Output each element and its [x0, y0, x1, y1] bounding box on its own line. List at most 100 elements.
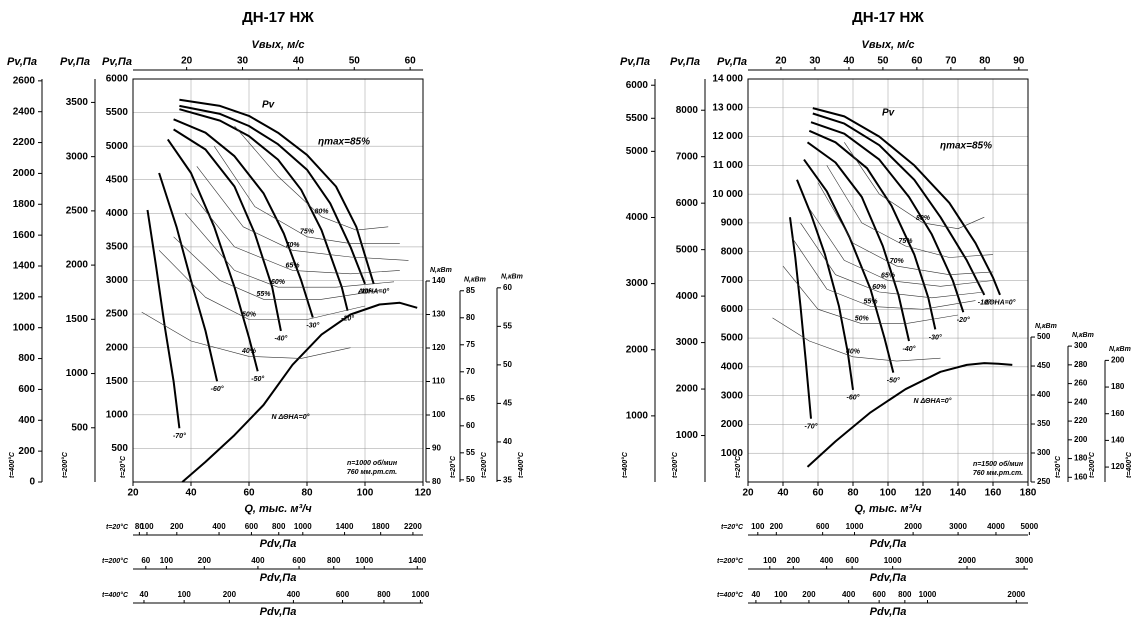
curve-label: -70° — [805, 423, 818, 431]
top-tick-label: 20 — [181, 56, 193, 67]
aux-tick-label: 1800 — [13, 199, 36, 210]
curve-label: -30° — [929, 333, 942, 341]
aux-tick-label: 1000 — [626, 411, 649, 422]
y-tick-label: 5500 — [106, 107, 129, 118]
aux-tick-label: 60 — [466, 421, 475, 430]
aux-tick-label: 2000 — [626, 344, 649, 355]
pdv-tick-label: 40 — [751, 590, 760, 599]
aux-tick-label: 6000 — [676, 198, 699, 209]
aux-tick-label: 55 — [466, 448, 475, 457]
pressure-curve — [808, 129, 937, 330]
efficiency-label: 65% — [881, 272, 896, 279]
x-tick-label: 120 — [915, 488, 932, 499]
pdv-tick-label: 2000 — [958, 556, 976, 565]
y-tick-label: 3500 — [106, 242, 129, 253]
pdv-tick-label: 600 — [816, 522, 830, 531]
y-tick-label: 500 — [111, 443, 128, 454]
annotation: Pv — [262, 100, 276, 111]
aux-tick-label: 120 — [432, 343, 446, 352]
top-tick-label: 90 — [1013, 56, 1025, 67]
plot-frame — [132, 78, 424, 483]
aux-tick-label: 40 — [503, 437, 512, 446]
annotation: 760 мм.рт.ст. — [347, 469, 397, 476]
pdv-tick-label: 600 — [292, 556, 306, 565]
aux-tick-label: 180 — [1111, 382, 1125, 391]
pdv-tick-label: 400 — [820, 556, 834, 565]
aux-axis-label: N,кВт — [1035, 323, 1057, 330]
y-tick-label: 1500 — [106, 376, 129, 387]
aux-tick-label: 7000 — [676, 151, 699, 162]
curve-label: -10° — [359, 288, 372, 296]
top-axis-label: Vвых, м/с — [252, 39, 305, 51]
chart-title: ДН-17 НЖ — [852, 9, 924, 26]
pdv-tick-label: 100 — [160, 556, 174, 565]
aux-axis-label: Pv,Па — [620, 56, 650, 68]
aux-tick-label: 2000 — [13, 168, 36, 179]
top-tick-label: 50 — [877, 56, 889, 67]
aux-tick-label: 85 — [466, 286, 475, 295]
y-tick-label: 6000 — [721, 304, 744, 315]
curve-label: -40° — [903, 345, 916, 353]
aux-axis-label: N,кВт — [1109, 346, 1131, 353]
aux-axis-temp: t=200°C — [671, 451, 679, 478]
curve-label: -60° — [847, 394, 860, 402]
pdv-tick-label: 600 — [336, 590, 350, 599]
y-axis-label: Pv,Па — [102, 56, 132, 68]
aux-axis-temp: t=20°C — [1054, 455, 1062, 478]
top-axis-label: Vвых, м/с — [862, 39, 915, 51]
aux-tick-label: 4000 — [676, 291, 699, 302]
efficiency-label: 60% — [872, 284, 887, 291]
y-tick-label: 13 000 — [712, 102, 743, 113]
y-tick-label: 9000 — [721, 218, 744, 229]
aux-axis-temp: t=200°C — [1088, 451, 1096, 478]
y-tick-label: 4000 — [721, 361, 744, 372]
aux-tick-label: 600 — [18, 384, 35, 395]
y-tick-label: 2000 — [721, 419, 744, 430]
pdv-axis-label: Pdv,Па — [870, 606, 907, 618]
aux-axis-temp: t=400°C — [517, 451, 525, 478]
aux-tick-label: 400 — [18, 415, 35, 426]
pdv-tick-label: 100 — [774, 590, 788, 599]
pressure-curve — [810, 121, 965, 313]
aux-tick-label: 1000 — [676, 430, 699, 441]
pdv-tick-label: 3000 — [1015, 556, 1033, 565]
aux-tick-label: 2000 — [66, 260, 89, 271]
x-tick-label: 120 — [415, 488, 432, 499]
y-tick-label: 2500 — [106, 309, 129, 320]
efficiency-curve — [234, 125, 389, 231]
pdv-tick-label: 600 — [845, 556, 859, 565]
pressure-curve — [158, 172, 219, 382]
aux-axis-label: N,кВт — [501, 274, 523, 281]
aux-tick-label: 400 — [1037, 390, 1051, 399]
efficiency-label: 80% — [916, 215, 931, 222]
aux-tick-label: 5000 — [676, 244, 699, 255]
aux-tick-label: 90 — [432, 444, 441, 453]
top-tick-label: 80 — [979, 56, 991, 67]
aux-tick-label: 45 — [503, 399, 512, 408]
annotation: n=1500 об/мин — [973, 460, 1024, 468]
pdv-axis-label: Pdv,Па — [870, 538, 907, 550]
annotation: 760 мм.рт.ст. — [973, 470, 1023, 477]
aux-axis-label: N,кВт — [464, 277, 486, 284]
efficiency-label: 55% — [863, 298, 878, 305]
x-axis-label: Q, тыс. м³/ч — [244, 503, 312, 515]
pressure-curve — [173, 128, 282, 332]
aux-tick-label: 110 — [432, 377, 445, 386]
aux-tick-label: 500 — [1037, 332, 1051, 341]
efficiency-curve — [844, 142, 985, 229]
annotation: n=1000 об/мин — [347, 459, 398, 467]
efficiency-label: 80% — [314, 209, 329, 216]
curve-label: ΔΘНА=0° — [984, 299, 1016, 307]
efficiency-curve — [809, 208, 994, 287]
aux-axis-label: Pv,Па — [670, 56, 700, 68]
top-tick-label: 40 — [293, 56, 305, 67]
efficiency-curve — [772, 317, 941, 362]
aux-tick-label: 350 — [1037, 419, 1051, 428]
efficiency-curve — [817, 182, 994, 276]
y-tick-label: 4000 — [106, 208, 129, 219]
aux-tick-label: 2600 — [13, 75, 36, 86]
top-tick-label: 40 — [843, 56, 855, 67]
efficiency-curve — [190, 193, 400, 275]
efficiency-label: 50% — [855, 316, 870, 323]
aux-axis-temp: t=400°C — [621, 451, 629, 478]
